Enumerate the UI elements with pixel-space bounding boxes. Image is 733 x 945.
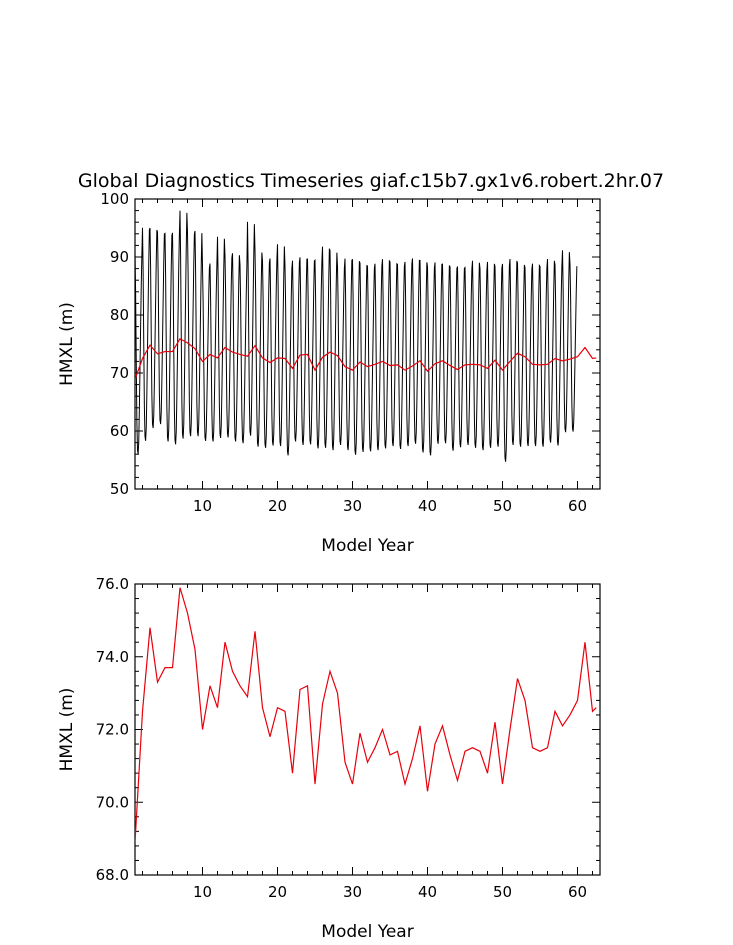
figure-title: Global Diagnostics Timeseries giaf.c15b7… <box>78 170 664 192</box>
y-tick-label: 90 <box>110 248 129 266</box>
x-tick-label: 30 <box>343 883 362 901</box>
x-tick-label: 40 <box>418 497 437 515</box>
y-axis-label: HMXL (m) <box>57 688 77 772</box>
x-tick-label: 20 <box>268 497 287 515</box>
x-tick-label: 10 <box>193 497 212 515</box>
y-tick-label: 70.0 <box>96 793 129 811</box>
y-tick-label: 50 <box>110 480 129 498</box>
y-tick-label: 76.0 <box>96 575 129 593</box>
y-tick-label: 80 <box>110 306 129 324</box>
series-monthly-line <box>135 210 578 462</box>
timeseries-chart-monthly: 10 20 30 40 50 60 50 60 70 80 90 100 Model Year HMXL … <box>57 190 601 556</box>
x-tick-label: 40 <box>418 883 437 901</box>
y-tick-label: 68.0 <box>96 866 129 884</box>
plot-frame <box>134 583 601 876</box>
series-annual-mean-line <box>135 337 597 380</box>
y-tick-label: 72.0 <box>96 721 129 739</box>
y-tick-label: 74.0 <box>96 648 129 666</box>
x-tick-label: 60 <box>568 883 587 901</box>
y-axis-label: HMXL (m) <box>57 302 77 386</box>
x-axis-label: Model Year <box>321 536 413 556</box>
x-tick-label: 10 <box>193 883 212 901</box>
y-tick-label: 100 <box>100 190 129 208</box>
x-tick-label: 50 <box>493 497 512 515</box>
x-axis-label: Model Year <box>321 922 413 942</box>
x-tick-label: 20 <box>268 883 287 901</box>
x-tick-label: 30 <box>343 497 362 515</box>
timeseries-chart-annual: 10 20 30 40 50 60 68.0 70.0 72.0 74.0 76.0 Model Ye… <box>57 575 601 942</box>
x-tick-label: 50 <box>493 883 512 901</box>
y-tick-label: 60 <box>110 422 129 440</box>
x-tick-label: 60 <box>568 497 587 515</box>
y-tick-label: 70 <box>110 364 129 382</box>
series-annual-mean-line <box>135 587 597 843</box>
